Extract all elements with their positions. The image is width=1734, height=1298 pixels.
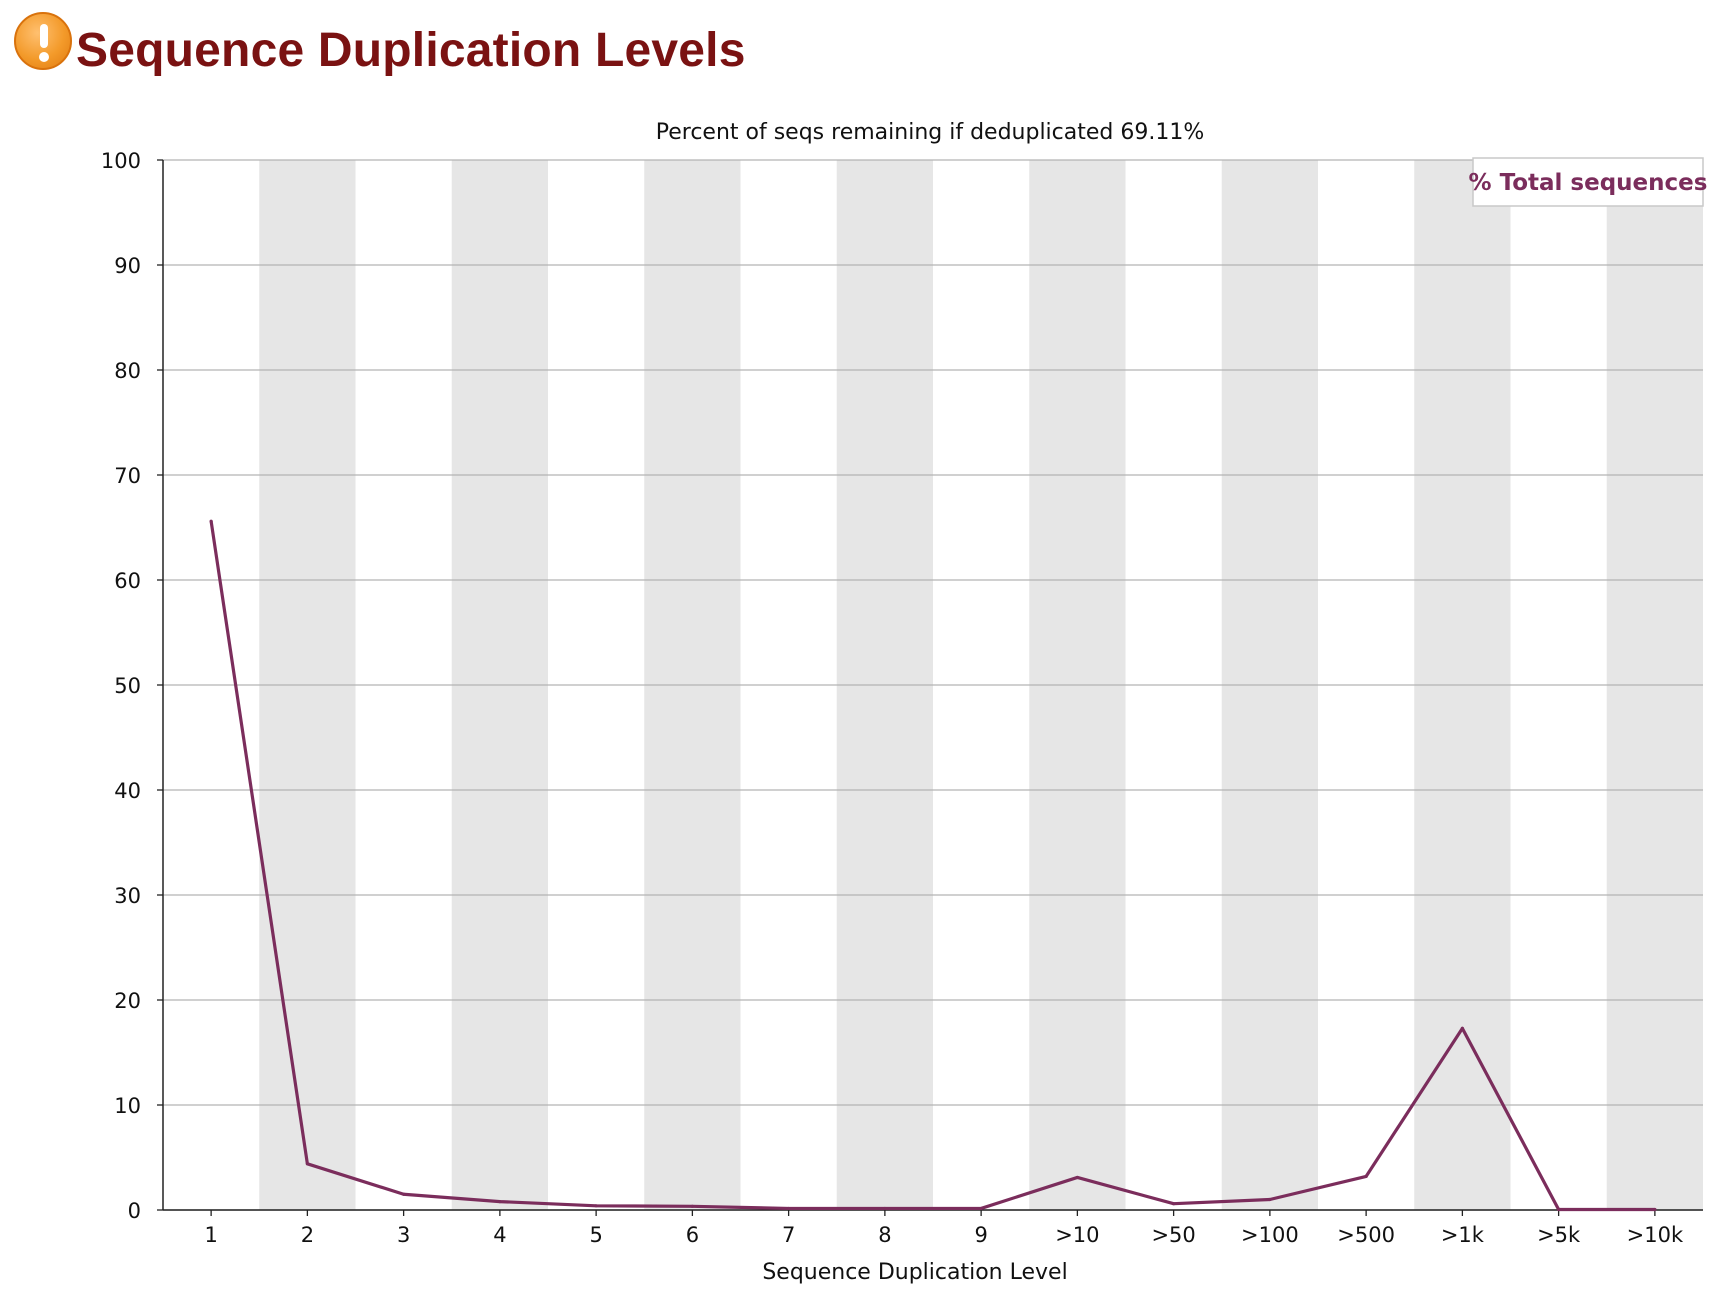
x-tick-label: 7 xyxy=(782,1223,795,1247)
chart-title: Percent of seqs remaining if deduplicate… xyxy=(656,120,1205,145)
y-tick-label: 30 xyxy=(114,884,141,908)
data-point xyxy=(498,1200,502,1204)
y-tick-label: 40 xyxy=(114,779,141,803)
y-tick-labels: 0 10 20 30 40 50 60 70 80 90 100 xyxy=(101,149,141,1223)
y-tick-label: 0 xyxy=(128,1199,141,1223)
legend-box xyxy=(1472,157,1704,207)
data-point xyxy=(402,1192,406,1196)
page-title: Sequence Duplication Levels xyxy=(76,23,746,77)
x-tick-label: >1k xyxy=(1441,1223,1485,1247)
x-axis-label: Sequence Duplication Level xyxy=(762,1260,1067,1285)
x-tick-label: >10 xyxy=(1055,1223,1099,1247)
legend: % Total sequences xyxy=(1469,157,1708,207)
y-tick-label: 60 xyxy=(114,569,141,593)
data-point xyxy=(1460,1026,1464,1030)
x-tick-label: >5k xyxy=(1537,1223,1581,1247)
x-tick-label: >500 xyxy=(1337,1223,1395,1247)
y-tick-label: 100 xyxy=(101,149,141,173)
data-point xyxy=(1653,1207,1657,1212)
y-tick-label: 50 xyxy=(114,674,141,698)
x-tick-label: 4 xyxy=(493,1223,506,1247)
x-tick-label: >50 xyxy=(1151,1223,1195,1247)
legend-entry-total-sequences: % Total sequences xyxy=(1469,170,1708,196)
series-line-0 xyxy=(209,520,1655,1212)
data-point xyxy=(1364,1174,1368,1178)
y-tick-label: 90 xyxy=(114,254,141,278)
data-point xyxy=(787,1206,791,1211)
series-lines xyxy=(209,519,1657,1212)
x-tick-label: 6 xyxy=(686,1223,699,1247)
section-header: Sequence Duplication Levels xyxy=(14,6,746,77)
data-point xyxy=(209,519,213,523)
data-point xyxy=(594,1204,598,1208)
data-point xyxy=(1557,1207,1561,1212)
data-point xyxy=(883,1206,887,1211)
y-tick-label: 10 xyxy=(114,1094,141,1118)
data-point xyxy=(1268,1197,1272,1202)
x-tick-label: 1 xyxy=(204,1223,217,1247)
data-point xyxy=(1075,1175,1079,1180)
warning-icon xyxy=(14,12,72,70)
y-tick-label: 20 xyxy=(114,989,141,1013)
data-point xyxy=(979,1206,983,1211)
x-tick-label: 9 xyxy=(974,1223,987,1247)
x-tick-label: >100 xyxy=(1241,1223,1299,1247)
x-tick-label: 2 xyxy=(301,1223,314,1247)
x-tick-label: 8 xyxy=(878,1223,891,1247)
x-tick-label: 5 xyxy=(589,1223,602,1247)
x-tick-labels: 1 2 3 4 5 6 7 8 9 >10 >50 >100 >500 >1k >5k >10k xyxy=(204,1210,1684,1247)
x-tick-label: 3 xyxy=(397,1223,410,1247)
data-point xyxy=(1172,1202,1176,1206)
y-tick-label: 80 xyxy=(114,359,141,383)
x-tick-label: >10k xyxy=(1627,1223,1684,1247)
data-point xyxy=(305,1162,309,1166)
y-tick-label: 70 xyxy=(114,464,141,488)
data-point xyxy=(690,1204,694,1208)
